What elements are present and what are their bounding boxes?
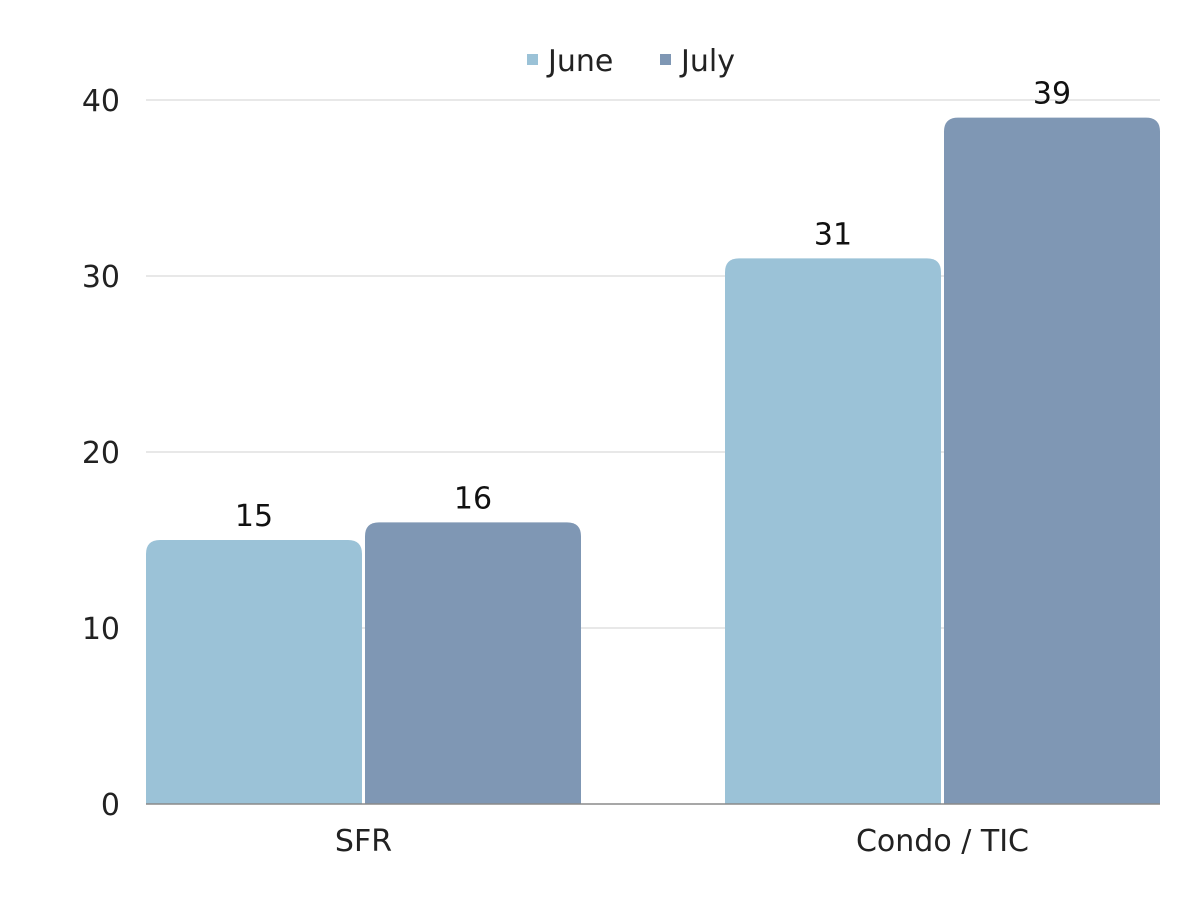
data-label-condo-tic-june: 31 bbox=[814, 217, 852, 252]
legend-swatch-june bbox=[527, 54, 538, 65]
bar-sfr-july bbox=[365, 522, 581, 804]
legend-label-july: July bbox=[679, 44, 735, 79]
x-category-label-condo-tic: Condo / TIC bbox=[856, 824, 1029, 859]
y-tick-label-30: 30 bbox=[82, 260, 120, 295]
bar-condo-tic-june bbox=[725, 258, 941, 804]
data-label-condo-tic-july: 39 bbox=[1033, 77, 1071, 112]
legend: June July bbox=[527, 44, 735, 79]
y-axis-ticks: 0 10 20 30 40 bbox=[82, 84, 120, 823]
y-tick-label-20: 20 bbox=[82, 436, 120, 471]
bars bbox=[146, 117, 1160, 805]
bar-sfr-june bbox=[146, 540, 362, 804]
x-axis-categories: SFR Condo / TIC bbox=[335, 824, 1029, 859]
legend-swatch-july bbox=[660, 54, 671, 65]
data-label-sfr-july: 16 bbox=[454, 481, 492, 516]
x-category-label-sfr: SFR bbox=[335, 824, 392, 859]
y-tick-label-10: 10 bbox=[82, 612, 120, 647]
data-labels: 15 16 31 39 bbox=[235, 77, 1071, 534]
y-tick-label-40: 40 bbox=[82, 84, 120, 119]
y-tick-label-0: 0 bbox=[101, 788, 120, 823]
data-label-sfr-june: 15 bbox=[235, 499, 273, 534]
bar-condo-tic-july bbox=[944, 117, 1160, 805]
legend-label-june: June bbox=[546, 44, 613, 79]
